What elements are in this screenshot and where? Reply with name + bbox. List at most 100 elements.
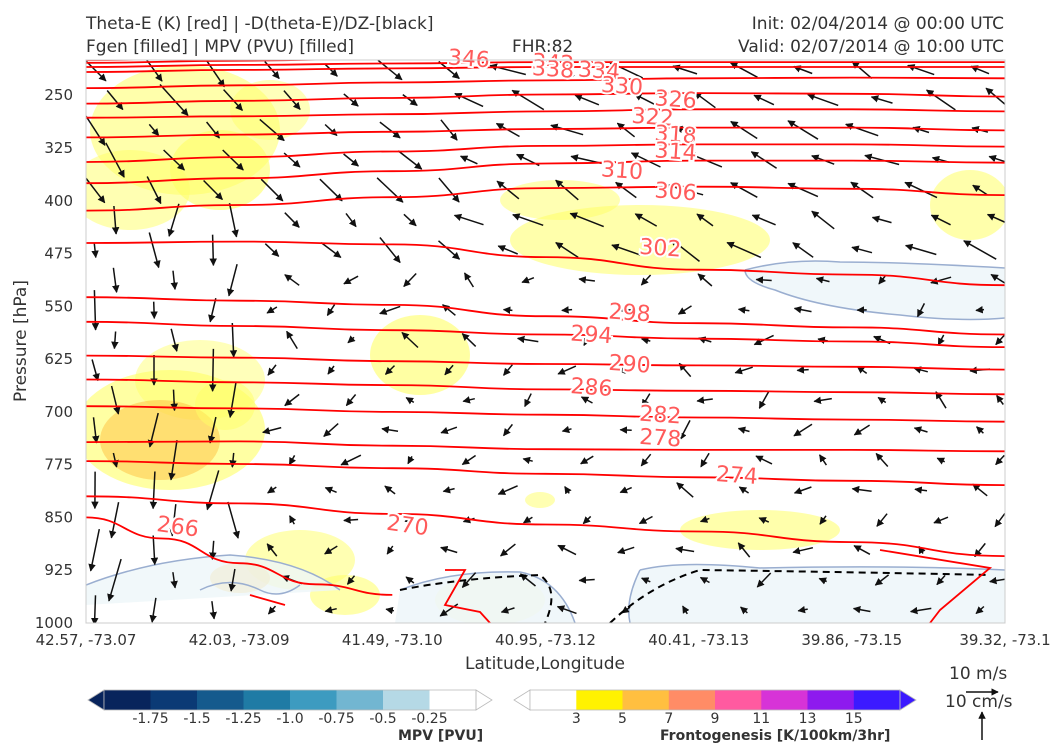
wind-vector xyxy=(343,275,359,285)
wind-vector xyxy=(148,232,161,269)
y-tick-label: 925 xyxy=(44,561,73,579)
wind-vector xyxy=(438,177,460,203)
wind-vector xyxy=(511,89,545,111)
colorbar-segment xyxy=(383,690,430,710)
wind-vector xyxy=(110,385,121,415)
wind-vector xyxy=(521,276,535,284)
wind-vector xyxy=(737,426,750,434)
wind-vector xyxy=(985,87,1005,106)
wind-vector xyxy=(616,122,636,138)
wind-vector xyxy=(459,155,478,165)
wind-vector xyxy=(91,359,100,382)
wind-vector xyxy=(168,440,178,481)
wind-vector xyxy=(397,150,423,170)
wind-vector xyxy=(555,241,579,259)
wind-vector xyxy=(976,426,985,435)
wind-vector xyxy=(787,182,819,198)
wind-key-speed: 10 m/s xyxy=(949,664,1008,684)
wind-vector xyxy=(347,335,356,344)
wind-vector xyxy=(404,515,416,524)
wind-vector xyxy=(608,61,644,79)
wind-vector xyxy=(440,545,458,554)
wind-vector xyxy=(324,63,338,77)
wind-vector xyxy=(569,212,604,228)
wind-vector xyxy=(561,425,572,434)
theta-e-label: 278 xyxy=(638,425,682,453)
wind-vector xyxy=(169,504,177,537)
colorbar-segment xyxy=(853,690,901,710)
fill-region xyxy=(170,130,270,210)
wind-vector xyxy=(262,426,282,435)
wind-vector xyxy=(454,92,484,108)
theta-e-contour-310 xyxy=(86,159,1005,185)
wind-vector xyxy=(208,298,217,323)
fill-region xyxy=(930,170,1005,240)
mpv-colorbar-label: MPV [PVU] xyxy=(398,728,484,744)
wind-vector xyxy=(500,606,515,614)
mpv-colorbar: -1.75 -1.5 -1.25 -1.0 -0.75 -0.5 -0.25 xyxy=(87,689,493,727)
colorbar-segment xyxy=(150,690,198,710)
wind-vector xyxy=(401,331,419,349)
wind-vector xyxy=(453,213,484,226)
x-tick-label: 39.86, -73.15 xyxy=(801,631,902,649)
wind-vector xyxy=(811,210,835,230)
wind-vector xyxy=(343,516,359,524)
valid-time: Valid: 02/07/2014 @ 10:00 UTC xyxy=(738,37,1004,57)
wind-vector xyxy=(755,455,773,465)
wind-vector xyxy=(700,452,710,468)
theta-e-contour-342 xyxy=(86,60,338,64)
wind-vector xyxy=(522,516,533,524)
wind-vector xyxy=(679,420,691,441)
mpv-contour xyxy=(744,269,1005,321)
wind-vector xyxy=(853,424,871,436)
wind-vector xyxy=(933,516,949,524)
theta-e-label: 282 xyxy=(638,402,682,430)
theta-e-label: 294 xyxy=(570,321,614,349)
wind-vector xyxy=(286,330,298,349)
wind-vector xyxy=(853,545,871,555)
wind-vector xyxy=(148,123,160,137)
theta-e-contour-298 xyxy=(86,296,1005,336)
wind-vector xyxy=(150,301,158,320)
wind-vector xyxy=(675,545,695,554)
wind-vector xyxy=(753,94,775,106)
y-tick-label: 475 xyxy=(44,245,73,263)
wind-vector xyxy=(909,606,932,615)
theta-e-contour-338 xyxy=(86,61,1005,68)
wind-vector xyxy=(500,543,516,557)
wind-vector xyxy=(730,120,758,140)
wind-vector xyxy=(870,95,893,104)
wind-vector xyxy=(442,486,455,494)
wind-vector xyxy=(669,238,700,262)
theta-e-contour-286 xyxy=(86,378,1005,396)
wind-vector xyxy=(386,545,395,555)
wind-vector xyxy=(170,328,179,352)
wind-vector xyxy=(852,605,871,614)
wind-vector xyxy=(438,60,460,80)
wind-vector xyxy=(345,212,357,228)
colorbar-segment xyxy=(622,690,670,710)
wind-vector xyxy=(797,605,808,614)
wind-vector xyxy=(284,212,300,228)
fill-region xyxy=(370,315,470,395)
wind-vector xyxy=(259,118,285,142)
wind-vector xyxy=(818,454,828,466)
colorbar-tick-label: 5 xyxy=(618,711,627,727)
colorbar-tick-label: 13 xyxy=(799,711,817,727)
wind-vector xyxy=(876,513,888,527)
theta-e-label: 330 xyxy=(600,73,644,101)
wind-vector xyxy=(818,577,827,585)
theta-e-contour-326 xyxy=(86,92,1005,105)
wind-vector xyxy=(324,545,338,555)
x-tick-label: 40.95, -73.12 xyxy=(495,631,596,649)
wind-vector xyxy=(815,276,830,284)
wind-vector xyxy=(222,149,244,171)
wind-vector xyxy=(170,270,179,291)
wind-vector xyxy=(878,275,887,285)
y-axis: 250 325 400 475 550 625 700 775 850 925 1000 xyxy=(35,86,73,632)
wind-vector xyxy=(640,453,652,467)
wind-vector xyxy=(755,276,772,284)
chart-title-line2: Fgen [filled] | MPV (PVU) [filled] xyxy=(86,37,355,57)
colorbar-segment xyxy=(243,690,291,710)
